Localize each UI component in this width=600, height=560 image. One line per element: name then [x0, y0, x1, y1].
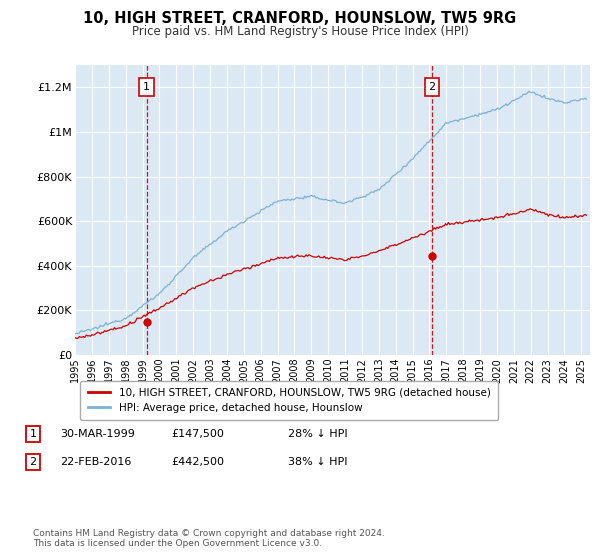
Text: 28% ↓ HPI: 28% ↓ HPI: [288, 429, 347, 439]
Text: 2: 2: [29, 457, 37, 467]
Text: 30-MAR-1999: 30-MAR-1999: [60, 429, 135, 439]
Text: 38% ↓ HPI: 38% ↓ HPI: [288, 457, 347, 467]
Text: 1: 1: [29, 429, 37, 439]
Text: This data is licensed under the Open Government Licence v3.0.: This data is licensed under the Open Gov…: [33, 539, 322, 548]
Text: £147,500: £147,500: [171, 429, 224, 439]
Text: £442,500: £442,500: [171, 457, 224, 467]
Text: Price paid vs. HM Land Registry's House Price Index (HPI): Price paid vs. HM Land Registry's House …: [131, 25, 469, 38]
Text: 10, HIGH STREET, CRANFORD, HOUNSLOW, TW5 9RG: 10, HIGH STREET, CRANFORD, HOUNSLOW, TW5…: [83, 11, 517, 26]
Text: Contains HM Land Registry data © Crown copyright and database right 2024.: Contains HM Land Registry data © Crown c…: [33, 529, 385, 538]
Text: 2: 2: [428, 82, 436, 92]
Text: 22-FEB-2016: 22-FEB-2016: [60, 457, 131, 467]
Text: 1: 1: [143, 82, 150, 92]
Legend: 10, HIGH STREET, CRANFORD, HOUNSLOW, TW5 9RG (detached house), HPI: Average pric: 10, HIGH STREET, CRANFORD, HOUNSLOW, TW5…: [80, 381, 498, 421]
